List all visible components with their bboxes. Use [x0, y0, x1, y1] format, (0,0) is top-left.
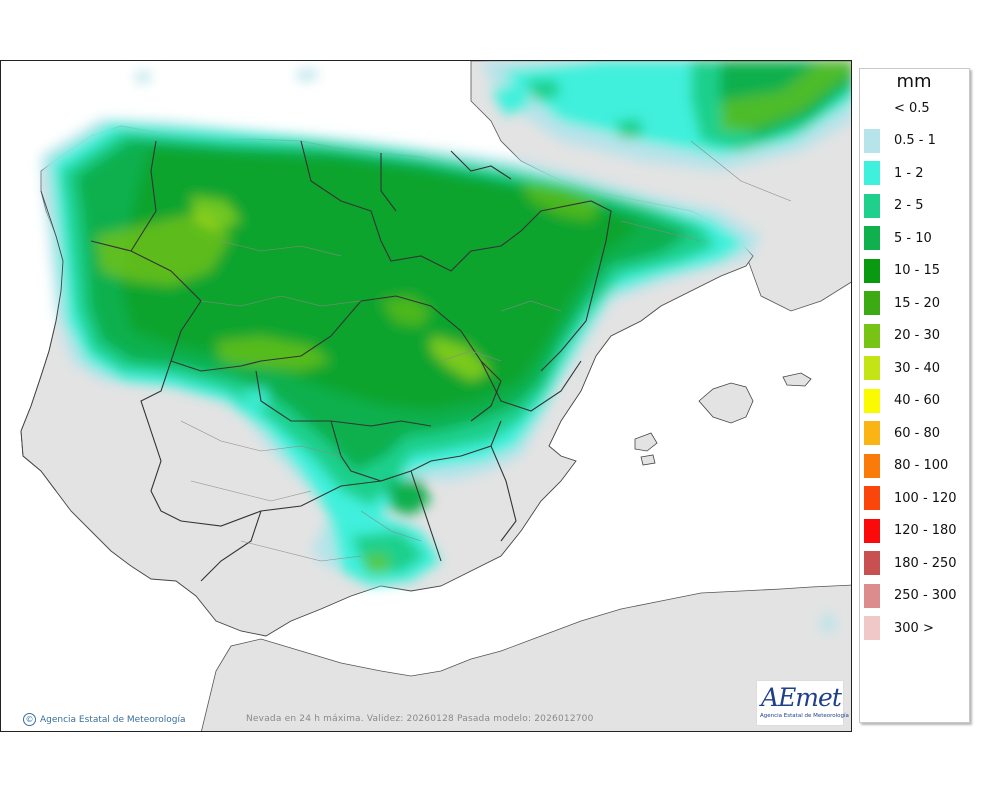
legend-item: 5 - 10 — [864, 225, 932, 251]
legend-unit: mm — [896, 71, 932, 92]
legend-item: 120 - 180 — [864, 518, 957, 544]
legend-swatch — [864, 486, 880, 510]
legend-item: 180 - 250 — [864, 550, 957, 576]
legend-swatch — [864, 193, 880, 218]
land-menorca — [782, 372, 812, 387]
map-caption: Nevada en 24 h máxima. Validez: 20260128… — [246, 714, 594, 724]
legend-item: 300 > — [864, 615, 934, 641]
legend-label: 250 - 300 — [894, 588, 957, 603]
snowfall-map: © Agencia Estatal de Meteorología Nevada… — [0, 60, 852, 732]
legend-item: 250 - 300 — [864, 583, 957, 609]
legend-swatch — [864, 161, 880, 185]
legend-item: 0.5 - 1 — [864, 128, 936, 154]
legend-swatch — [864, 128, 880, 153]
copyright-text: Agencia Estatal de Meteorología — [40, 714, 186, 725]
legend-swatch — [864, 551, 880, 575]
legend-swatch — [864, 258, 880, 283]
land-africa — [201, 584, 851, 731]
legend-swatch — [864, 388, 880, 413]
copyright-icon: © — [23, 713, 36, 726]
legend-item: 40 - 60 — [864, 388, 940, 414]
legend-label: 5 - 10 — [894, 230, 932, 246]
legend-item: 60 - 80 — [864, 420, 940, 446]
legend-swatch — [864, 421, 880, 445]
legend-item: 30 - 40 — [864, 355, 940, 381]
legend-label: 30 - 40 — [894, 360, 941, 376]
legend-swatch — [864, 323, 880, 348]
legend-label: 2 - 5 — [894, 198, 924, 213]
logo-subtitle: Agencia Estatal de Meteorología — [760, 713, 849, 719]
map-canvas — [20, 61, 851, 731]
precipitation-legend: mm < 0.5 0.5 - 1 1 - 2 2 - 5 5 - 10 10 - 15 15… — [859, 68, 970, 723]
legend-swatch — [864, 226, 880, 250]
legend-swatch — [864, 291, 880, 315]
legend-label: 60 - 80 — [894, 425, 941, 441]
legend-label: 40 - 60 — [894, 393, 941, 408]
legend-label: 15 - 20 — [894, 295, 941, 311]
legend-item: 1 - 2 — [864, 160, 924, 186]
legend-label: 0.5 - 1 — [894, 133, 936, 148]
aemet-logo: AEmet Agencia Estatal de Meteorología — [756, 680, 849, 726]
legend-label: 120 - 180 — [894, 523, 957, 538]
legend-label: 300 > — [894, 620, 934, 636]
legend-swatch — [864, 96, 880, 120]
legend-item: 10 - 15 — [864, 258, 940, 284]
legend-label: < 0.5 — [894, 100, 930, 116]
legend-label: 80 - 100 — [894, 458, 949, 473]
legend-swatch — [864, 616, 880, 640]
snowfall-fields — [41, 61, 851, 633]
legend-swatch — [864, 583, 880, 608]
copyright-notice: © Agencia Estatal de Meteorología — [23, 713, 186, 726]
legend-swatch — [864, 453, 880, 478]
land-formentera — [640, 454, 656, 466]
legend-item: 80 - 100 — [864, 453, 948, 479]
legend-item: 2 - 5 — [864, 193, 924, 219]
legend-label: 10 - 15 — [894, 263, 941, 278]
legend-swatch — [864, 518, 880, 543]
legend-item: 100 - 120 — [864, 485, 957, 511]
legend-label: 180 - 250 — [894, 555, 957, 571]
legend-label: 1 - 2 — [894, 165, 924, 181]
legend-item: < 0.5 — [864, 95, 930, 121]
legend-item: 15 - 20 — [864, 290, 940, 316]
land-mallorca — [698, 382, 754, 424]
land-ibiza — [634, 432, 658, 452]
legend-swatch — [864, 356, 880, 380]
legend-item: 20 - 30 — [864, 323, 940, 349]
province-borders — [180, 140, 792, 562]
legend-label: 100 - 120 — [894, 490, 957, 506]
logo-wordmark: AEmet — [761, 683, 842, 712]
coast-portugal — [20, 190, 64, 492]
legend-label: 20 - 30 — [894, 328, 941, 343]
